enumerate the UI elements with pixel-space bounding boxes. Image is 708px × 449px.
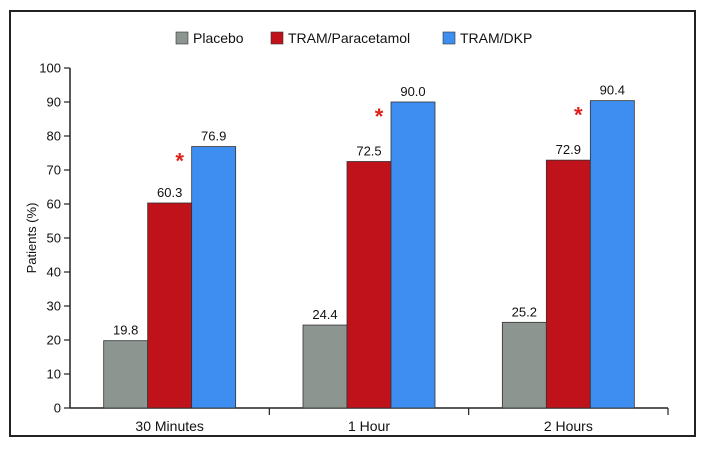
y-tick-label: 20 <box>47 333 61 348</box>
y-axis-label: Patients (%) <box>24 203 39 274</box>
y-tick-label: 40 <box>47 265 61 280</box>
bar-tram-dkp-2 <box>390 101 436 409</box>
significance-asterisk: * <box>574 103 583 128</box>
legend-label: TRAM/Paracetamol <box>288 30 410 46</box>
y-ticks: 0 10 20 30 40 50 60 70 80 90 100 <box>39 61 70 416</box>
bars: 19.8 60.3 76.9 * 24.4 72.5 90.0 * 25.2 72.9 90.4 * <box>103 83 635 409</box>
legend-label: TRAM/DKP <box>460 30 532 46</box>
x-tick-label: 1 Hour <box>348 418 390 434</box>
y-tick-label: 50 <box>47 231 61 246</box>
y-tick-label: 30 <box>47 299 61 314</box>
bar-tram-dkp-1 <box>191 146 237 409</box>
legend: Placebo TRAM/Paracetamol TRAM/DKP <box>175 30 532 46</box>
bar-tram-dkp-3 <box>589 100 635 409</box>
significance-asterisk: * <box>175 149 184 174</box>
data-label: 76.9 <box>201 129 226 144</box>
y-tick-label: 60 <box>47 197 61 212</box>
data-label: 25.2 <box>512 304 537 319</box>
data-label: 72.5 <box>356 144 381 159</box>
y-tick-label: 90 <box>47 95 61 110</box>
y-tick-label: 100 <box>39 61 61 76</box>
data-label: 19.8 <box>113 323 138 338</box>
y-tick-label: 0 <box>54 401 61 416</box>
significance-asterisk: * <box>375 104 384 129</box>
bar-placebo-3 <box>501 321 547 409</box>
data-label: 60.3 <box>157 185 182 200</box>
bar-tram-paracetamol-2 <box>346 161 392 409</box>
data-label: 24.4 <box>312 307 337 322</box>
x-tick-label: 30 Minutes <box>135 418 203 434</box>
y-tick-label: 70 <box>47 163 61 178</box>
legend-swatch <box>175 31 189 45</box>
bar-tram-paracetamol-3 <box>545 159 591 409</box>
legend-label: Placebo <box>193 30 244 46</box>
x-tick-label: 2 Hours <box>544 418 593 434</box>
data-label: 90.0 <box>400 84 425 99</box>
x-tick-labels: 30 Minutes 1 Hour 2 Hours <box>135 408 669 434</box>
legend-swatch <box>270 31 284 45</box>
bar-tram-paracetamol-1 <box>147 202 193 409</box>
bar-placebo-2 <box>302 324 348 409</box>
data-label: 90.4 <box>600 83 625 98</box>
y-tick-label: 10 <box>47 367 61 382</box>
y-tick-label: 80 <box>47 129 61 144</box>
data-label: 72.9 <box>556 142 581 157</box>
legend-swatch <box>442 31 456 45</box>
bar-placebo-1 <box>103 340 149 409</box>
